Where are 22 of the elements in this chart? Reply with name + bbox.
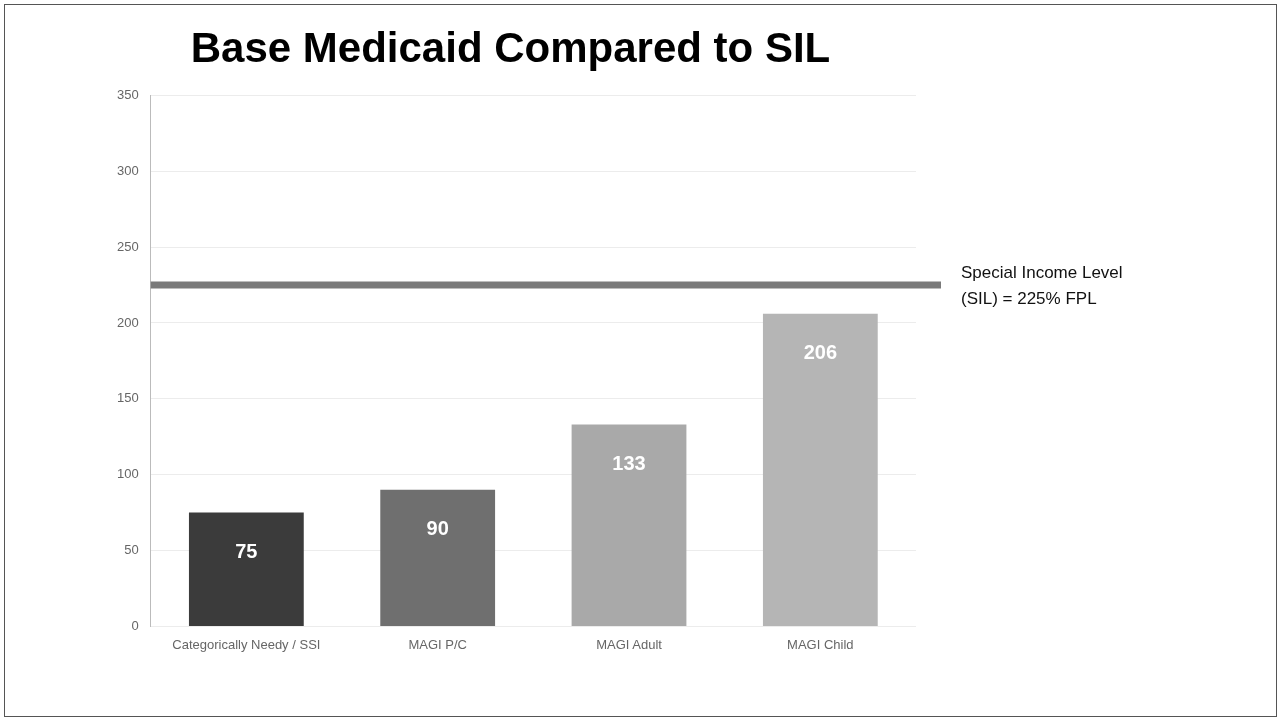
- y-tick-label: 250: [116, 238, 139, 254]
- y-tick-label: 200: [116, 314, 139, 330]
- bar: [762, 313, 878, 626]
- y-tick-label: 50: [124, 542, 139, 558]
- y-tick-label: 350: [116, 86, 139, 102]
- bar: [571, 424, 687, 626]
- x-tick-label: MAGI Adult: [596, 636, 663, 652]
- chart-title: Base Medicaid Compared to SIL: [190, 23, 831, 71]
- bar: [380, 489, 496, 626]
- data-label: 90: [426, 517, 449, 540]
- bar: [188, 512, 304, 626]
- y-tick-label: 0: [131, 617, 139, 633]
- x-tick-label: Categorically Needy / SSI: [172, 636, 321, 652]
- data-label: 206: [803, 341, 838, 364]
- y-tick-label: 300: [116, 162, 139, 178]
- y-tick-label: 150: [116, 390, 139, 406]
- ref-line-label: Special Income Level (SIL) = 225% FPL: [961, 262, 1123, 308]
- x-tick-label: MAGI Child: [787, 636, 854, 652]
- y-tick-label: 100: [116, 466, 139, 482]
- data-label: 133: [612, 452, 646, 475]
- x-tick-label: MAGI P/C: [408, 636, 467, 652]
- data-label: 75: [235, 540, 258, 563]
